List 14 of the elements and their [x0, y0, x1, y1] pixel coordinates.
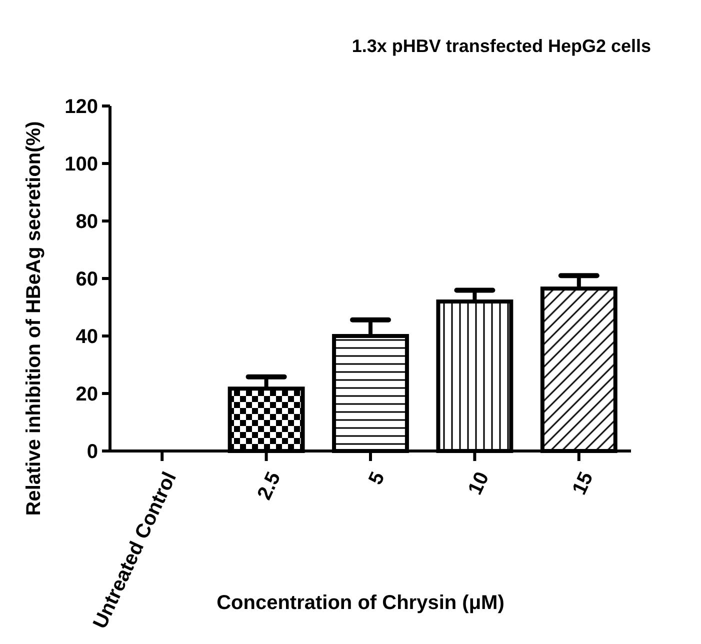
y-tick-label: 0	[86, 441, 98, 463]
chart-title: 1.3x pHBV transfected HepG2 cells	[352, 36, 651, 56]
x-tick-label: 2.5	[253, 468, 286, 504]
y-tick-label: 40	[76, 326, 98, 348]
x-axis-title: Concentration of Chrysin (μM)	[216, 592, 504, 614]
y-tick-label: 80	[76, 211, 98, 233]
y-tick-label: 120	[64, 96, 98, 118]
x-tick-label: 5	[364, 468, 390, 488]
y-axis-title: Relative inhibition of HBeAg secretion(%)	[23, 121, 45, 516]
y-tick-label: 20	[76, 384, 98, 406]
y-tick-label: 60	[76, 268, 98, 290]
y-tick-label: 100	[64, 154, 98, 176]
x-tick-label: 10	[464, 468, 494, 498]
x-tick-label: 15	[568, 468, 598, 498]
